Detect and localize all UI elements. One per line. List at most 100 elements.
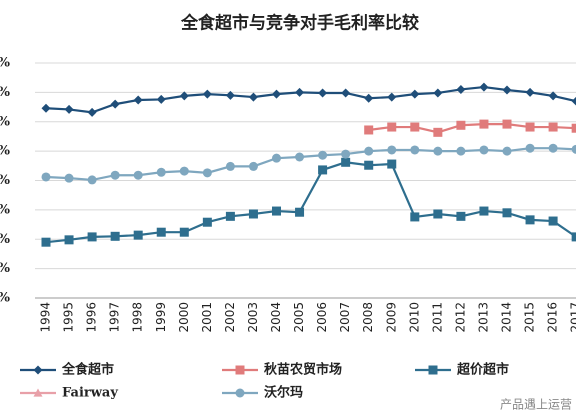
point — [156, 227, 166, 237]
point — [87, 175, 97, 185]
x-tick-label: 1999 — [154, 302, 168, 333]
point — [387, 145, 397, 155]
point — [456, 211, 466, 221]
point — [156, 94, 166, 104]
x-tick-label: 2009 — [384, 302, 398, 333]
x-tick-label: 2001 — [200, 302, 214, 333]
x-tick-label: 2012 — [453, 302, 467, 333]
point — [433, 127, 443, 137]
point — [410, 122, 420, 132]
point — [571, 123, 576, 133]
point — [479, 119, 489, 129]
point — [87, 232, 97, 242]
point — [179, 91, 189, 101]
x-tick-label: 2011 — [430, 302, 444, 333]
y-tick-label: 10% — [0, 232, 11, 247]
point — [341, 88, 351, 98]
point — [225, 211, 235, 221]
x-tick-label: 2014 — [500, 302, 514, 333]
point — [225, 161, 235, 171]
point — [248, 209, 258, 219]
point — [272, 153, 281, 163]
x-tick-label: 2004 — [269, 302, 283, 333]
point — [341, 157, 351, 167]
legend-label: 全食超市 — [61, 362, 114, 378]
point — [502, 208, 512, 218]
point — [295, 207, 305, 217]
point — [41, 172, 51, 182]
legend-label: 秋苗农贸市场 — [264, 362, 342, 378]
y-tick-label: 15% — [0, 202, 11, 217]
series-line — [368, 123, 576, 134]
watermark: 产品遇上运营 — [500, 398, 572, 412]
point — [525, 87, 535, 97]
point — [502, 146, 512, 156]
point — [525, 122, 535, 132]
point — [202, 168, 212, 178]
legend-marker — [235, 365, 245, 375]
x-tick-label: 2017 — [569, 302, 576, 333]
point — [410, 89, 420, 99]
point — [110, 99, 120, 109]
point — [179, 227, 189, 237]
point — [64, 173, 74, 183]
point — [387, 92, 397, 102]
series-line — [45, 85, 576, 114]
point — [202, 89, 212, 99]
point — [64, 235, 74, 245]
point — [364, 146, 374, 156]
point — [318, 165, 328, 175]
y-tick-label: 40% — [0, 56, 11, 71]
point — [456, 146, 466, 156]
point — [410, 212, 420, 222]
y-tick-label: 5% — [0, 261, 11, 276]
legend-label: 沃尔玛 — [264, 385, 303, 401]
x-tick-label: 2007 — [338, 302, 352, 333]
point — [248, 92, 258, 102]
point — [433, 146, 443, 156]
point — [41, 237, 51, 247]
point — [502, 119, 512, 129]
x-tick-label: 2002 — [223, 302, 237, 333]
point — [295, 152, 305, 162]
point — [272, 89, 281, 99]
point — [110, 231, 120, 241]
point — [502, 85, 512, 95]
point — [179, 166, 189, 176]
legend-marker — [33, 365, 43, 375]
point — [272, 206, 281, 216]
point — [525, 215, 535, 225]
x-tick-label: 1994 — [39, 302, 53, 333]
point — [571, 96, 576, 106]
point — [433, 209, 443, 219]
x-tick-label: 2010 — [407, 302, 421, 333]
y-tick-label: 0% — [0, 291, 11, 306]
legend-marker — [33, 388, 43, 397]
y-tick-label: 20% — [0, 173, 11, 188]
point — [387, 122, 397, 132]
x-tick-label: 2003 — [246, 302, 260, 333]
point — [64, 104, 74, 114]
point — [571, 144, 576, 154]
point — [133, 95, 143, 105]
point — [433, 88, 443, 98]
x-tick-label: 2000 — [177, 302, 191, 333]
x-tick-label: 1998 — [131, 302, 145, 333]
point — [318, 88, 328, 98]
point — [133, 170, 143, 180]
point — [341, 149, 351, 159]
x-tick-label: 2013 — [476, 302, 490, 333]
legend-label: Fairway — [62, 386, 118, 401]
point — [548, 216, 558, 226]
x-tick-label: 1997 — [108, 302, 122, 333]
point — [87, 107, 97, 117]
point — [225, 90, 235, 100]
point — [318, 150, 328, 160]
point — [364, 160, 374, 170]
point — [133, 230, 143, 240]
point — [548, 143, 558, 153]
point — [202, 217, 212, 227]
point — [387, 159, 397, 169]
x-tick-label: 2008 — [361, 302, 375, 333]
point — [156, 167, 166, 177]
